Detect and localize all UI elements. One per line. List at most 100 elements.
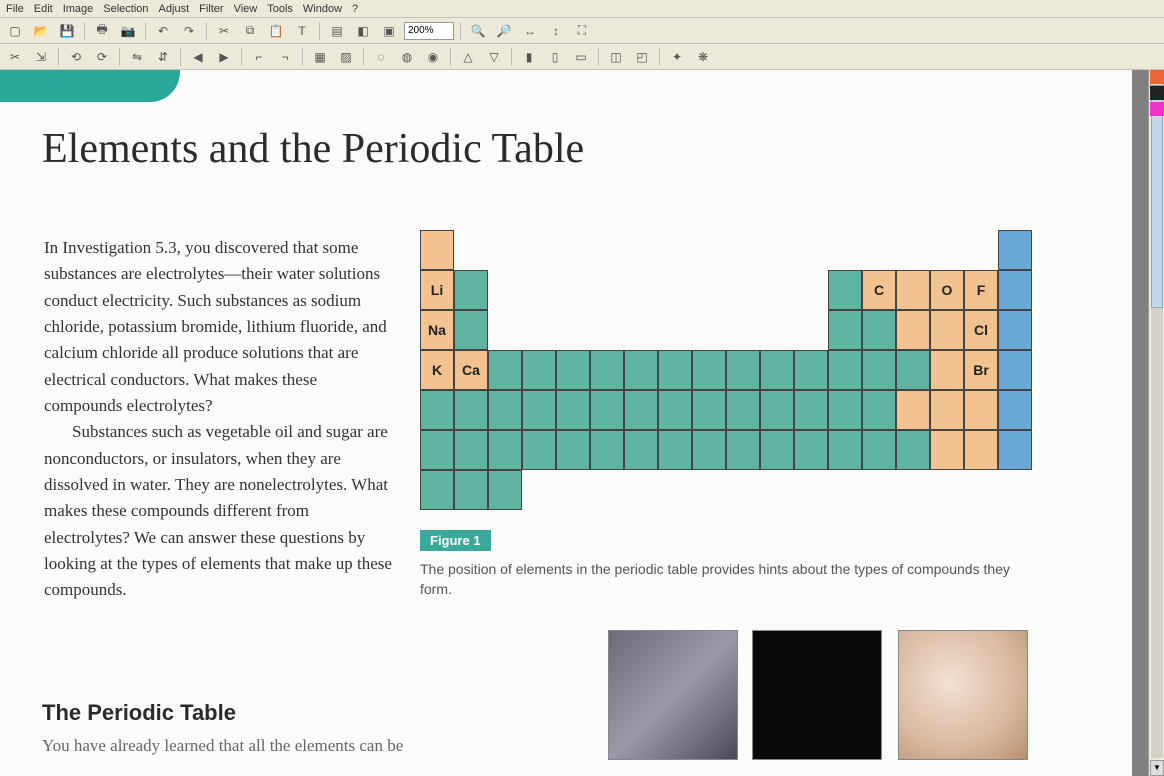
element-cell-cl: Cl bbox=[964, 310, 998, 350]
zoom-in-icon[interactable]: 🔍 bbox=[467, 21, 489, 41]
element-cell-li: Li bbox=[420, 270, 454, 310]
rect-2-icon[interactable]: ◰ bbox=[631, 47, 653, 67]
fit-width-icon[interactable]: ↔ bbox=[519, 21, 541, 41]
menu-selection[interactable]: Selection bbox=[103, 3, 148, 15]
element-cell bbox=[930, 430, 964, 470]
rotate-l-icon[interactable]: ⟲ bbox=[65, 47, 87, 67]
separator bbox=[119, 48, 120, 66]
color-swatch-1[interactable] bbox=[1150, 70, 1164, 84]
menu-file[interactable]: File bbox=[6, 3, 24, 15]
scroll-track[interactable] bbox=[1151, 88, 1163, 758]
photo-thumbnail-2 bbox=[752, 630, 882, 760]
section-tab-shape bbox=[0, 70, 180, 102]
resize-icon[interactable]: ⇲ bbox=[30, 47, 52, 67]
fit-height-icon[interactable]: ↕ bbox=[545, 21, 567, 41]
menu-image[interactable]: Image bbox=[63, 3, 94, 15]
save-icon[interactable]: 💾 bbox=[56, 21, 78, 41]
copy-icon[interactable]: ⧉ bbox=[239, 21, 261, 41]
element-cell bbox=[522, 350, 556, 390]
separator bbox=[241, 48, 242, 66]
menu-view[interactable]: View bbox=[234, 3, 258, 15]
element-cell bbox=[420, 430, 454, 470]
paste-icon[interactable]: 📋 bbox=[265, 21, 287, 41]
element-cell bbox=[998, 230, 1032, 270]
separator bbox=[58, 48, 59, 66]
workspace: Elements and the Periodic Table In Inves… bbox=[0, 70, 1164, 776]
zoom-input[interactable] bbox=[404, 22, 454, 40]
arrow-l-icon[interactable]: ◀ bbox=[187, 47, 209, 67]
element-cell bbox=[760, 390, 794, 430]
scan-icon[interactable]: 📷 bbox=[117, 21, 139, 41]
grid-on-icon[interactable]: ▦ bbox=[309, 47, 331, 67]
element-cell bbox=[794, 430, 828, 470]
fullscreen-icon[interactable]: ▣ bbox=[378, 21, 400, 41]
cutoff-line: You have already learned that all the el… bbox=[42, 736, 403, 756]
flip-h-icon[interactable]: ⇋ bbox=[126, 47, 148, 67]
menu-tools[interactable]: Tools bbox=[267, 3, 293, 15]
element-cell bbox=[590, 390, 624, 430]
drop-2-icon[interactable]: ◍ bbox=[396, 47, 418, 67]
element-cell bbox=[726, 430, 760, 470]
element-cell bbox=[930, 310, 964, 350]
fit-screen-icon[interactable]: ⛶ bbox=[571, 21, 593, 41]
fill-icon[interactable]: ◧ bbox=[352, 21, 374, 41]
pal-3-icon[interactable]: ▭ bbox=[570, 47, 592, 67]
tri-2-icon[interactable]: ▽ bbox=[483, 47, 505, 67]
menu-window[interactable]: Window bbox=[303, 3, 342, 15]
tri-1-icon[interactable]: △ bbox=[457, 47, 479, 67]
scroll-thumb[interactable] bbox=[1151, 88, 1163, 308]
menu-adjust[interactable]: Adjust bbox=[159, 3, 190, 15]
misc-2-icon[interactable]: ❋ bbox=[692, 47, 714, 67]
rect-1-icon[interactable]: ◫ bbox=[605, 47, 627, 67]
corner-l-icon[interactable]: ⌐ bbox=[248, 47, 270, 67]
element-cell bbox=[522, 390, 556, 430]
separator bbox=[460, 22, 461, 40]
flip-v-icon[interactable]: ⇵ bbox=[152, 47, 174, 67]
element-cell bbox=[488, 350, 522, 390]
element-cell bbox=[556, 390, 590, 430]
rotate-r-icon[interactable]: ⟳ bbox=[91, 47, 113, 67]
layers-icon[interactable]: ▤ bbox=[326, 21, 348, 41]
pal-1-icon[interactable]: ▮ bbox=[518, 47, 540, 67]
element-cell bbox=[794, 390, 828, 430]
misc-1-icon[interactable]: ✦ bbox=[666, 47, 688, 67]
color-swatch-3[interactable] bbox=[1150, 102, 1164, 116]
element-cell bbox=[522, 430, 556, 470]
subheading: The Periodic Table bbox=[42, 700, 236, 726]
corner-r-icon[interactable]: ¬ bbox=[274, 47, 296, 67]
element-cell bbox=[964, 430, 998, 470]
open-icon[interactable]: 📂 bbox=[30, 21, 52, 41]
element-cell bbox=[998, 390, 1032, 430]
redo-icon[interactable]: ↷ bbox=[178, 21, 200, 41]
pal-2-icon[interactable]: ▯ bbox=[544, 47, 566, 67]
scroll-down-button[interactable]: ▼ bbox=[1150, 760, 1164, 776]
element-cell-c: C bbox=[862, 270, 896, 310]
color-swatch-2[interactable] bbox=[1150, 86, 1164, 100]
element-cell-o: O bbox=[930, 270, 964, 310]
menu-edit[interactable]: Edit bbox=[34, 3, 53, 15]
cut-icon[interactable]: ✂ bbox=[213, 21, 235, 41]
element-cell bbox=[828, 350, 862, 390]
menu-filter[interactable]: Filter bbox=[199, 3, 223, 15]
zoom-out-icon[interactable]: 🔎 bbox=[493, 21, 515, 41]
text-icon[interactable]: T bbox=[291, 21, 313, 41]
undo-icon[interactable]: ↶ bbox=[152, 21, 174, 41]
crop-icon[interactable]: ✂ bbox=[4, 47, 26, 67]
print-icon[interactable]: 🖶 bbox=[91, 21, 113, 41]
element-cell bbox=[998, 270, 1032, 310]
element-cell bbox=[624, 430, 658, 470]
new-icon[interactable]: ▢ bbox=[4, 21, 26, 41]
separator bbox=[206, 22, 207, 40]
separator bbox=[145, 22, 146, 40]
element-cell bbox=[454, 310, 488, 350]
menu-?[interactable]: ? bbox=[352, 3, 358, 15]
arrow-r-icon[interactable]: ▶ bbox=[213, 47, 235, 67]
grid-off-icon[interactable]: ▨ bbox=[335, 47, 357, 67]
element-cell bbox=[556, 430, 590, 470]
drop-1-icon[interactable]: ◌ bbox=[370, 47, 392, 67]
drop-3-icon[interactable]: ◉ bbox=[422, 47, 444, 67]
element-cell bbox=[862, 390, 896, 430]
element-cell bbox=[590, 430, 624, 470]
element-cell bbox=[998, 430, 1032, 470]
element-cell bbox=[454, 270, 488, 310]
